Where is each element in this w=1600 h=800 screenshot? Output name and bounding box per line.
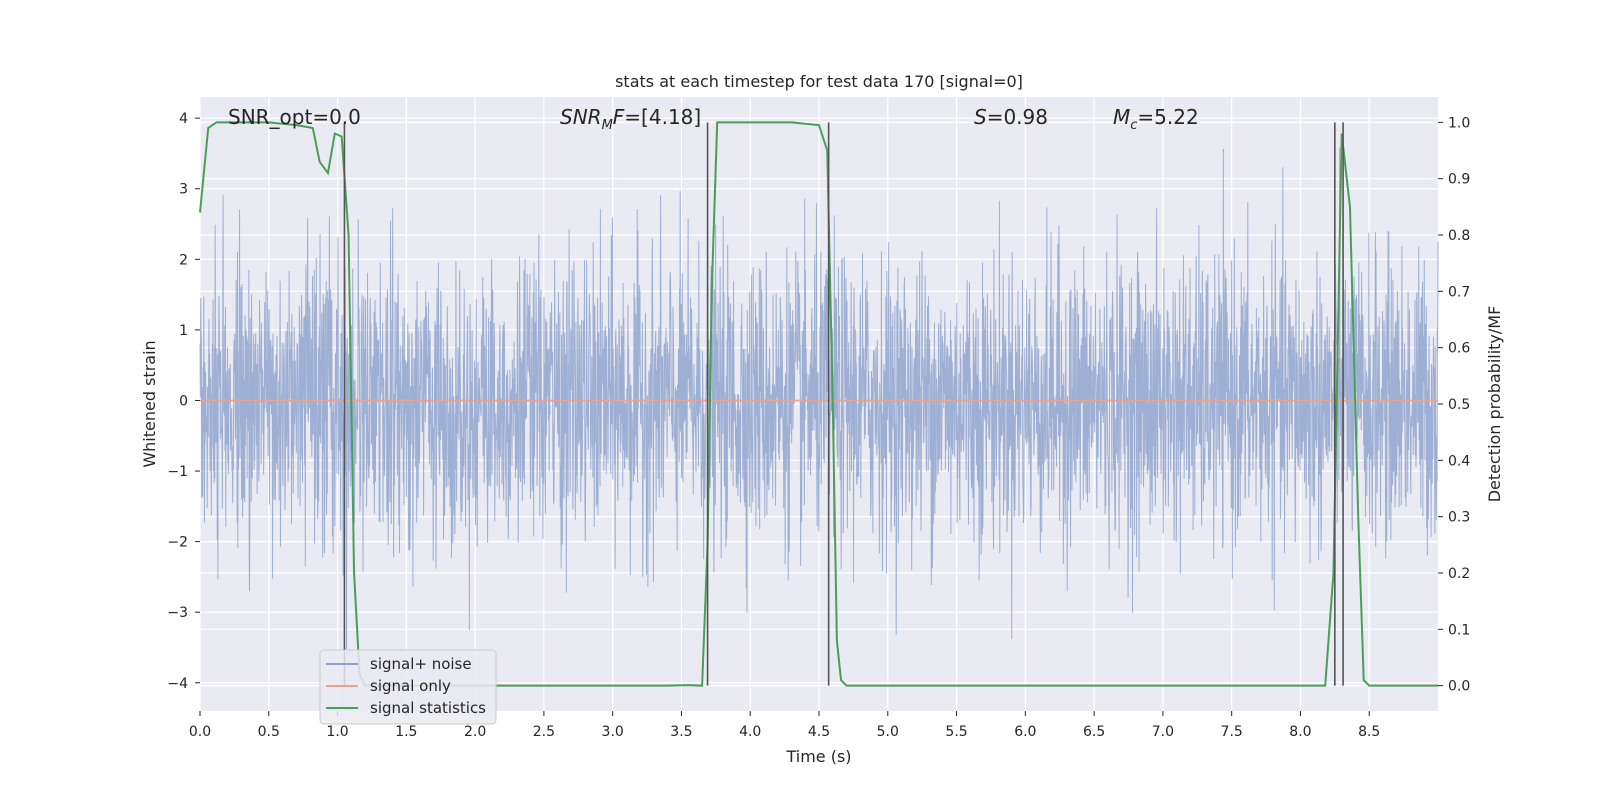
y2-tick-label: 1.0 [1448,115,1470,131]
y-tick-label: −3 [167,605,188,621]
y-tick-label: −2 [167,535,188,551]
x-tick-label: 6.0 [1014,724,1036,740]
y2-tick-label: 0.1 [1448,622,1470,638]
x-tick-label: 2.5 [533,724,555,740]
annotation-0: SNR_opt=0.0 [228,105,361,129]
y-tick-label: 0 [179,393,188,409]
y2-tick-label: 0.6 [1448,341,1470,357]
legend-box [319,649,497,725]
x-tick-label: 7.5 [1221,724,1243,740]
series-signal-statistics [199,121,1438,687]
legend-label: signal statistics [370,699,486,717]
annotation-3: Mc=5.22 [1113,105,1199,133]
x-tick-label: 8.0 [1289,724,1311,740]
y2-tick-label: 0.0 [1448,679,1470,695]
ticks: 0.0 0.5 1.0 1.5 2.0 2.5 3.0 3.5 4.0 4.5 5.0 5.5 6.0 6… [167,111,1470,740]
x-tick-label: 5.5 [945,724,967,740]
x-tick-label: 4.5 [808,724,830,740]
legend-label: signal+ noise [370,655,472,673]
legend: signal+ noise signal only signal statistic… [319,649,497,725]
annotation-2: S=0.98 [974,105,1048,129]
y2-tick-label: 0.5 [1448,397,1470,413]
series-signal-noise [199,147,1439,651]
y-tick-label: 4 [179,111,188,127]
y2-tick-label: 0.9 [1448,172,1470,188]
y2-tick-label: 0.7 [1448,284,1470,300]
noise-line [199,147,1439,651]
x-tick-label: 6.5 [1083,724,1105,740]
y-tick-label: −4 [167,676,188,692]
legend-label: signal only [370,677,451,695]
x-tick-label: 3.0 [602,724,624,740]
y-tick-label: −1 [167,464,188,480]
x-tick-label: 7.0 [1152,724,1174,740]
x-tick-label: 8.5 [1358,724,1380,740]
x-tick-label: 1.5 [395,724,417,740]
x-tick-label: 3.5 [670,724,692,740]
y-tick-label: 2 [179,252,188,268]
x-tick-label: 2.0 [464,724,486,740]
y-tick-label: 3 [179,182,188,198]
marker-lines [343,122,1344,686]
chart-title: stats at each timestep for test data 170… [615,72,1023,91]
grid [199,97,1438,711]
y-tick-label: 1 [179,323,188,339]
y2-tick-label: 0.8 [1448,228,1470,244]
y2-tick-label: 0.4 [1448,453,1470,469]
x-tick-label: 5.0 [877,724,899,740]
annotation-1: SNRMF=[4.18] [560,105,701,133]
y-axis-label: Whitened strain [140,340,159,467]
x-tick-label: 0.5 [258,724,280,740]
x-tick-label: 1.0 [326,724,348,740]
x-axis-label: Time (s) [785,747,851,766]
y2-axis-label: Detection probability/MF [1485,306,1504,503]
x-tick-label: 0.0 [189,724,211,740]
y2-tick-label: 0.3 [1448,510,1470,526]
annotations: SNR_opt=0.0 SNRMF=[4.18] S=0.98 Mc=5.22 [228,105,1199,133]
series-lines [199,121,1438,687]
x-tick-label: 4.0 [739,724,761,740]
y2-tick-label: 0.2 [1448,566,1470,582]
